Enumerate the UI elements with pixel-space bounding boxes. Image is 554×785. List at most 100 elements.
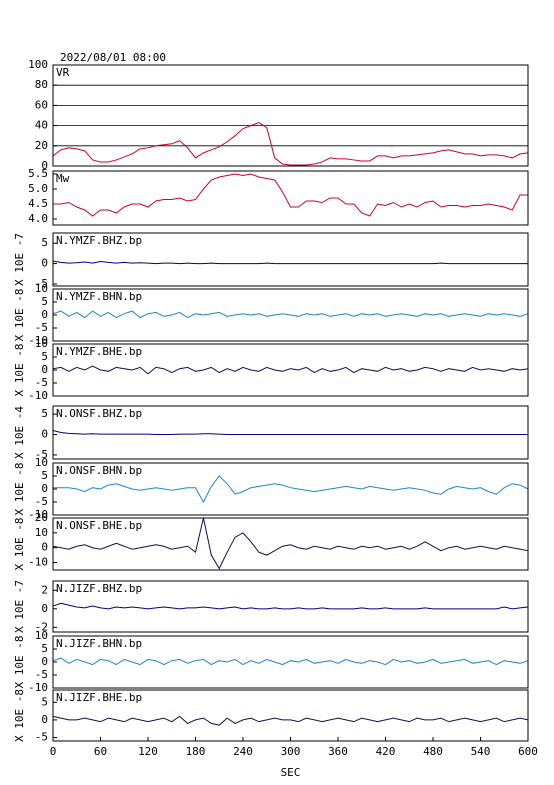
trace-line bbox=[53, 475, 529, 504]
trace-line bbox=[53, 173, 528, 217]
trace-label: Mw bbox=[56, 172, 70, 185]
y-axis-label: X 10E -8 bbox=[13, 463, 26, 516]
trace-label: N.YMZF.BHN.bp bbox=[56, 290, 142, 303]
y-tick-label: -2 bbox=[35, 620, 48, 633]
y-axis-label: X 10E -8 bbox=[13, 289, 26, 342]
y-tick-label: 60 bbox=[35, 98, 48, 111]
x-tick-label: 360 bbox=[328, 745, 348, 758]
y-tick-label: -5 bbox=[35, 730, 48, 743]
x-tick-label: 120 bbox=[138, 745, 158, 758]
panel-frame bbox=[52, 343, 529, 397]
y-tick-label: 0 bbox=[41, 713, 48, 726]
trace-label: VR bbox=[56, 66, 70, 79]
trace-label: N.ONSF.BHE.bp bbox=[56, 519, 142, 532]
y-tick-label: 0 bbox=[41, 482, 48, 495]
trace-line bbox=[52, 517, 529, 570]
y-tick-label: 5 bbox=[41, 469, 48, 482]
y-tick-label: 10 bbox=[35, 337, 48, 350]
y-tick-label: 2 bbox=[41, 583, 48, 596]
panel-frame bbox=[52, 232, 529, 287]
y-tick-label: 5.0 bbox=[28, 182, 48, 195]
trace-line bbox=[52, 260, 528, 265]
x-tick-label: 540 bbox=[471, 745, 491, 758]
trace-label: N.ONSF.BHN.bp bbox=[56, 464, 142, 477]
y-tick-label: 5 bbox=[41, 642, 48, 655]
trace-line bbox=[52, 365, 529, 375]
y-tick-label: 10 bbox=[35, 282, 48, 295]
y-tick-label: 40 bbox=[35, 119, 48, 132]
y-tick-label: 5 bbox=[41, 295, 48, 308]
y-tick-label: 20 bbox=[35, 511, 48, 524]
trace-line bbox=[52, 310, 529, 319]
y-tick-label: 0 bbox=[41, 308, 48, 321]
y-tick-label: 0 bbox=[41, 428, 48, 441]
x-tick-label: 180 bbox=[186, 745, 206, 758]
y-tick-label: -10 bbox=[28, 556, 48, 569]
y-axis-label: X 10E -8 bbox=[13, 689, 26, 742]
trace-label: N.ONSF.BHZ.bp bbox=[56, 407, 142, 420]
trace-label: N.YMZF.BHE.bp bbox=[56, 345, 142, 358]
panel-frame bbox=[52, 635, 529, 689]
panel-frame bbox=[52, 405, 529, 460]
panel-frame bbox=[52, 462, 529, 516]
y-axis-label: X 10E -7 bbox=[13, 233, 26, 286]
trace-line bbox=[52, 122, 529, 166]
y-tick-label: 4.5 bbox=[28, 197, 48, 210]
panel-frame bbox=[52, 288, 529, 342]
x-axis-label: SEC bbox=[281, 766, 301, 779]
x-tick-label: 600 bbox=[518, 745, 538, 758]
y-tick-label: -10 bbox=[28, 508, 48, 521]
y-tick-label: 4.0 bbox=[28, 212, 48, 225]
y-tick-label: 5 bbox=[41, 695, 48, 708]
y-tick-label: -5 bbox=[35, 376, 48, 389]
y-tick-label: 0 bbox=[41, 363, 48, 376]
y-axis-label: X 10E -8 bbox=[13, 344, 26, 397]
trace-label: N.JIZF.BHE.bp bbox=[56, 691, 142, 704]
y-tick-label: 0 bbox=[41, 602, 48, 615]
trace-label: N.JIZF.BHN.bp bbox=[56, 637, 142, 650]
y-tick-label: -5 bbox=[35, 277, 48, 290]
panel-frame bbox=[52, 517, 529, 571]
y-tick-label: 10 bbox=[35, 526, 48, 539]
y-tick-label: -10 bbox=[28, 389, 48, 402]
x-tick-label: 480 bbox=[423, 745, 443, 758]
y-tick-label: 5 bbox=[41, 350, 48, 363]
y-axis-label: X 10E -7 bbox=[13, 580, 26, 633]
panel-frame bbox=[52, 170, 529, 226]
trace-line bbox=[52, 657, 529, 666]
trace-line bbox=[52, 429, 528, 436]
y-axis-label: X 10E -8 bbox=[13, 636, 26, 689]
trace-line bbox=[52, 602, 529, 610]
trace-line bbox=[52, 715, 529, 726]
y-tick-label: -10 bbox=[28, 681, 48, 694]
y-tick-label: -10 bbox=[28, 334, 48, 347]
y-tick-label: -5 bbox=[35, 495, 48, 508]
panel-frame bbox=[52, 580, 529, 633]
y-tick-label: -5 bbox=[35, 448, 48, 461]
y-axis-label: X 10E -8 bbox=[13, 518, 26, 571]
x-tick-label: 240 bbox=[233, 745, 253, 758]
trace-label: N.JIZF.BHZ.bp bbox=[56, 582, 142, 595]
chart-title: 2022/08/01 08:00 bbox=[60, 51, 166, 64]
y-tick-label: 5 bbox=[41, 407, 48, 420]
y-tick-label: 0 bbox=[41, 541, 48, 554]
y-tick-label: 10 bbox=[35, 629, 48, 642]
y-tick-label: 5 bbox=[41, 236, 48, 249]
x-tick-label: 300 bbox=[281, 745, 301, 758]
y-tick-label: -5 bbox=[35, 321, 48, 334]
y-axis-label: X 10E -4 bbox=[13, 406, 26, 459]
panel-frame bbox=[52, 64, 529, 167]
trace-label: N.YMZF.BHZ.bp bbox=[56, 234, 142, 247]
y-tick-label: 0 bbox=[41, 159, 48, 172]
x-tick-label: 0 bbox=[50, 745, 57, 758]
y-tick-label: 0 bbox=[41, 257, 48, 270]
y-tick-label: 5.5 bbox=[28, 167, 48, 180]
y-tick-label: 20 bbox=[35, 139, 48, 152]
x-tick-label: 420 bbox=[376, 745, 396, 758]
y-tick-label: 10 bbox=[35, 456, 48, 469]
y-tick-label: 0 bbox=[41, 655, 48, 668]
y-tick-label: 100 bbox=[28, 58, 48, 71]
x-tick-label: 60 bbox=[94, 745, 107, 758]
